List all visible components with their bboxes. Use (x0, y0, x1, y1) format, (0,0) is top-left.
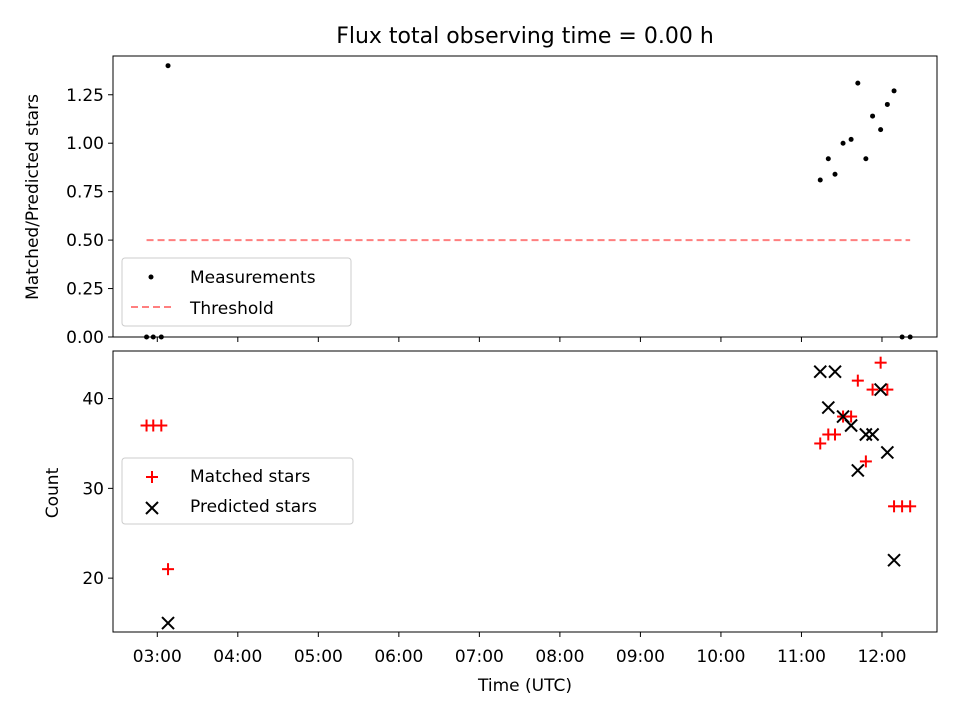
bottom-panel: 20 30 40 03:00 04:00 05:00 06:00 07:00 08:00 09:… (43, 350, 938, 667)
y-tick-label: 0.00 (66, 328, 104, 348)
predicted-star-point (880, 445, 895, 460)
x-tick-label: 10:00 (696, 647, 745, 667)
measurement-point (144, 334, 150, 340)
y-tick-label: 1.25 (66, 86, 104, 106)
bottom-legend-box (121, 457, 354, 525)
top-legend: Measurements Threshold (121, 257, 352, 327)
matched-star-point (845, 410, 858, 423)
measurement-point (884, 101, 890, 107)
predicted-star-point (813, 364, 827, 379)
legend-measurements-marker (148, 274, 154, 280)
y-tick-label: 0.75 (66, 183, 104, 203)
legend-measurements-label: Measurements (190, 268, 316, 288)
y-tick-label: 1.00 (66, 134, 104, 154)
bottom-marks (140, 356, 917, 630)
top-marks (144, 63, 913, 340)
predicted-star-point (828, 364, 842, 379)
predicted-star-point (821, 400, 836, 415)
measurement-point (832, 171, 838, 177)
measurement-point (817, 177, 823, 183)
measurement-point (150, 334, 156, 340)
matched-star-point (814, 437, 827, 450)
predicted-star-point (851, 463, 865, 478)
x-tick-label: 04:00 (213, 647, 262, 667)
legend-threshold-label: Threshold (189, 299, 274, 319)
matched-star-point (859, 455, 872, 468)
predicted-star-point (844, 418, 858, 433)
y-tick-label: 40 (82, 390, 104, 410)
top-x-ticks (156, 337, 883, 342)
measurement-point (863, 156, 869, 162)
y-tick-label: 20 (82, 569, 104, 589)
x-tick-label: 08:00 (535, 647, 584, 667)
legend-predicted-marker (145, 501, 159, 515)
matched-star-point (851, 374, 864, 387)
predicted-star-point (887, 553, 901, 567)
x-tick-label: 12:00 (857, 647, 906, 667)
bottom-y-axis-label: Count (43, 467, 63, 518)
measurement-point (165, 63, 171, 69)
matched-star-point (829, 428, 842, 441)
x-axis-label: Time (UTC) (477, 676, 572, 696)
x-tick-label: 11:00 (777, 647, 826, 667)
x-tick-label: 03:00 (133, 647, 182, 667)
predicted-star-point (161, 616, 175, 630)
bottom-y-ticks: 20 30 40 (82, 390, 113, 589)
measurement-point (855, 80, 861, 86)
measurement-point (899, 334, 905, 340)
measurement-point (848, 136, 854, 142)
legend-matched-marker (146, 471, 158, 483)
x-tick-label: 06:00 (374, 647, 423, 667)
measurement-point (825, 156, 831, 162)
measurement-point (870, 113, 876, 119)
x-tick-label: 05:00 (294, 647, 343, 667)
y-tick-label: 0.50 (66, 231, 104, 251)
matched-star-point (162, 563, 175, 576)
measurement-point (891, 88, 897, 94)
measurement-point (158, 334, 164, 340)
y-tick-label: 0.25 (66, 280, 104, 300)
chart-title: Flux total observing time = 0.00 h (336, 24, 714, 49)
matched-star-point (155, 419, 168, 432)
top-y-axis-label: Matched/Predicted stars (23, 94, 43, 300)
bottom-x-ticks: 03:00 04:00 05:00 06:00 07:00 08:00 09:00 10:00… (133, 632, 906, 667)
bottom-legend: Matched stars Predicted stars (121, 457, 354, 525)
matched-star-point (874, 356, 887, 369)
x-tick-label: 09:00 (616, 647, 665, 667)
top-panel: 0.00 0.25 0.50 0.75 1.00 1.25 Matched/Predict… (23, 55, 938, 348)
legend-predicted-label: Predicted stars (190, 497, 317, 517)
measurement-point (840, 140, 846, 146)
measurement-point (878, 127, 884, 133)
bottom-plot-frame (112, 350, 938, 633)
matched-star-point (904, 500, 917, 513)
predicted-star-point (873, 382, 888, 397)
matched-star-point (881, 383, 894, 396)
top-plot-frame (112, 55, 938, 338)
predicted-star-point (865, 427, 880, 442)
top-legend-box (121, 257, 352, 327)
measurement-point (907, 334, 913, 340)
matched-star-point (866, 383, 879, 396)
predicted-star-point (859, 427, 873, 442)
top-y-ticks: 0.00 0.25 0.50 0.75 1.00 1.25 (66, 86, 113, 348)
x-tick-label: 07:00 (455, 647, 504, 667)
y-tick-label: 30 (82, 479, 104, 499)
legend-matched-label: Matched stars (190, 467, 310, 487)
